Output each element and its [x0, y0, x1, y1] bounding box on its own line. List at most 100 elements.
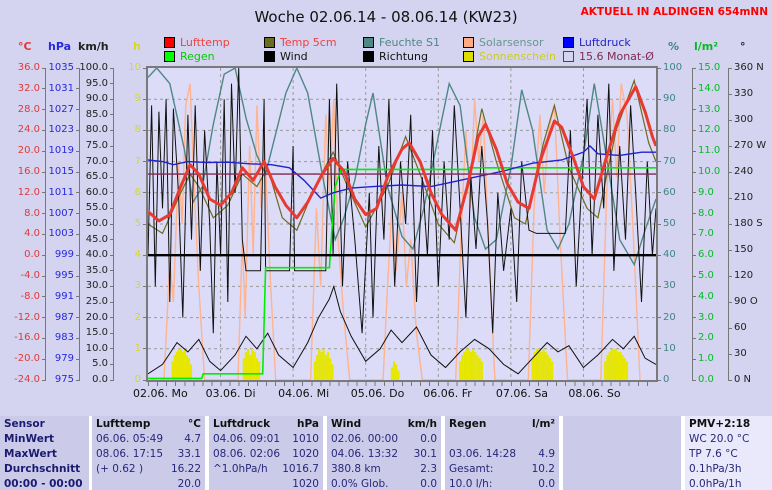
series-regen — [148, 167, 656, 380]
sunshine-bar — [540, 351, 543, 380]
axis-tick-label: 30 — [728, 348, 771, 360]
sunshine-bar — [313, 361, 317, 380]
axis-tick-label: 240 — [728, 166, 771, 178]
stats-column-header — [567, 418, 677, 432]
sunshine-bar — [244, 351, 248, 380]
stats-cell: 04.06. 13:32 30.1 — [331, 448, 437, 460]
legend-label: Richtung — [379, 49, 428, 63]
sunshine-bar — [397, 370, 400, 380]
sunshine-bar — [476, 355, 479, 380]
stats-column-header: Wind km/h — [331, 418, 437, 430]
axis-tick-label: 7.0 — [692, 228, 726, 240]
stats-row-label: Durchschnitt — [4, 463, 81, 475]
legend-item-richtung: Richtung — [363, 49, 428, 63]
axis-line — [79, 68, 80, 380]
axis-tick-label: 16.0 — [4, 166, 46, 178]
sunshine-bar — [606, 355, 609, 380]
sunshine-bar — [187, 358, 191, 380]
axis-tick-label: 983 — [46, 332, 80, 344]
axis-tick-label: 50.0 — [80, 218, 114, 230]
axis-tick-label: 25.0 — [80, 296, 114, 308]
axis-tick-label: 979 — [46, 353, 80, 365]
axis-tick-label: 6.0 — [692, 249, 726, 261]
axis-tick-label: 10 — [114, 62, 147, 74]
axis-tick-label: 15.0 — [80, 327, 114, 339]
sunshine-bar — [331, 364, 334, 380]
axis-tick-label: 12.0 — [4, 187, 46, 199]
axis-tick-label: 1031 — [46, 83, 80, 95]
sunshine-bar — [322, 348, 325, 380]
sunshine-bar — [320, 351, 323, 380]
sunshine-bar — [463, 351, 466, 380]
sunshine-bar — [469, 351, 473, 380]
axis-tick-label: 14.0 — [692, 83, 726, 95]
legend-item-wind: Wind — [264, 49, 308, 63]
axis-tick-label: 55.0 — [80, 202, 114, 214]
stats-cell — [567, 463, 677, 477]
axis-kmh: 100.0 95.0 90.0 85.0 80.0 75.0 70.0 65.0 60.0 55.… — [79, 62, 114, 385]
series-feuchte-s1 — [147, 66, 657, 267]
x-axis-label: 04.06. Mi — [278, 387, 330, 400]
axis-tick-label: 75.0 — [80, 140, 114, 152]
stats-label-column: Sensor MinWert MaxWert Durchschnitt 00:00 - … — [0, 416, 89, 490]
sunshine-bar — [465, 348, 468, 380]
stats-cell: 03.06. 14:28 4.9 — [449, 448, 555, 460]
x-axis-label: 03.06. Di — [205, 387, 256, 400]
axis-tick-label: 987 — [46, 312, 80, 324]
axis-tick-label: 10 — [657, 343, 691, 355]
axis-degC: 36.0 32.0 28.0 24.0 20.0 16.0 12.0 8.0 4.0 0.0 -4.… — [4, 62, 46, 385]
sunshine-bar — [531, 358, 534, 380]
legend-item-temp-5cm: Temp 5cm — [264, 36, 337, 49]
station-banner: AKTUELL IN ALDINGEN 654mNN — [580, 6, 768, 18]
axis-tick-label: 30 — [657, 280, 691, 292]
page-title: Woche 02.06.14 - 08.06.14 (KW23) — [254, 8, 518, 26]
axis-tick-label: 20.0 — [4, 145, 46, 157]
legend-label: Luftdruck — [579, 35, 631, 49]
axis-unit-pct: % — [668, 40, 680, 53]
legend-item-lufttemp: Lufttemp — [164, 35, 230, 49]
stats-column-spacer — [563, 416, 681, 490]
legend-item-feuchte-s1: Feuchte S1 — [363, 36, 440, 49]
axis-tick-label: 13.0 — [692, 104, 726, 116]
axis-tick-label: 60.0 — [80, 187, 114, 199]
axis-tick-label: -24.0 — [4, 374, 46, 386]
sunshine-bar — [189, 364, 193, 380]
axis-pct: 100 90 80 70 60 50 40 30 20 10 0 — [657, 62, 691, 385]
axis-hPa: 1035 1031 1027 1023 1019 1015 1011 1007 1003 999 9… — [46, 62, 80, 385]
sunshine-bar — [395, 364, 398, 380]
legend-label: 15.6 Monat-Ø — [579, 49, 654, 63]
axis-lm2: 15.0 14.0 13.0 12.0 11.0 10.0 9.0 8.0 7.0 6.0 5.0 4… — [692, 62, 726, 385]
sunshine-bar — [175, 351, 178, 380]
stats-cell: 20.0 — [177, 478, 201, 490]
axis-tick-label: 4.0 — [4, 228, 46, 240]
axis-tick-label: -8.0 — [4, 291, 46, 303]
axis-tick-label: 85.0 — [80, 109, 114, 121]
axis-tick-label: 975 — [46, 374, 80, 386]
series-luftdruck — [147, 145, 656, 199]
stats-column-regen: Regen l/m² 03.06. 14:28 4.9 Gesamt: 10.2 10.0 … — [445, 416, 559, 490]
stats-cell — [449, 433, 555, 447]
legend-swatch-icon — [563, 50, 574, 62]
axis-tick-label: 12.0 — [692, 124, 726, 136]
sunshine-bar — [538, 348, 541, 380]
sunshine-bar — [461, 355, 464, 380]
sunshine-bar — [625, 361, 629, 380]
axis-tick-label: 9.0 — [692, 187, 726, 199]
axis-unit-dir: ° — [740, 40, 746, 53]
axis-tick-label: 1035 — [46, 62, 80, 74]
stats-cell: 06.06. 05:49 4.7 — [96, 433, 201, 445]
axis-tick-label: 2.0 — [692, 332, 726, 344]
axis-tick-label: 995 — [46, 270, 80, 282]
stats-column-header: PMV+2:18 — [689, 418, 751, 430]
axis-h: 10 9 8 7 6 5 4 3 2 1 0 — [114, 62, 147, 385]
axis-tick-label: 5 — [114, 218, 147, 230]
legend-swatch-icon — [264, 50, 275, 62]
legend-label: Solarsensor — [479, 35, 544, 49]
legend-label: Lufttemp — [180, 35, 230, 49]
legend-label: Wind — [280, 49, 308, 63]
axis-tick-label: 1003 — [46, 228, 80, 240]
axis-tick-label: 11.0 — [692, 145, 726, 157]
x-axis-label: 05.06. Do — [350, 387, 405, 400]
sunshine-bar — [623, 358, 626, 380]
axis-tick-label: 40 — [657, 249, 691, 261]
